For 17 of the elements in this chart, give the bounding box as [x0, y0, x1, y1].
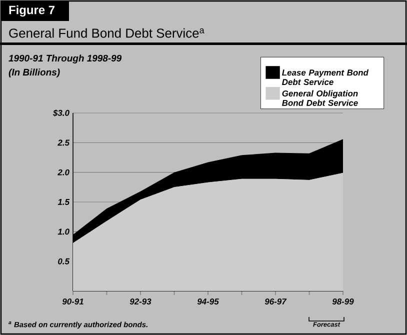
chart-title: General Fund Bond Debt Service$^{a}$ [9, 28, 204, 38]
chart-subtitle: 1990-91 Through 1998-99 [8, 54, 122, 64]
legend-label: Lease Payment Bond Debt Service [282, 69, 369, 86]
x-tick-label: 96-97 [264, 298, 287, 305]
y-tick-label: 0.5 [58, 258, 70, 264]
y-tick-label: $3.0 [52, 110, 70, 116]
y-axis-title: (In Billions) [8, 68, 60, 78]
y-tick-label: 2.0 [58, 169, 70, 176]
legend-label: General Obligation Bond Debt Service [282, 90, 358, 106]
y-tick-label: 2.5 [58, 140, 70, 146]
x-tick-label: 90-91 [62, 298, 84, 305]
caption: Figure 7 [9, 5, 54, 17]
y-tick-label: 1.0 [58, 228, 70, 235]
x-tick-label: 98-99 [332, 298, 354, 305]
y-tick-label: 1.5 [58, 199, 70, 205]
x-tick-label: 92-93 [130, 298, 152, 305]
x-tick-label: 94-95 [197, 298, 219, 305]
